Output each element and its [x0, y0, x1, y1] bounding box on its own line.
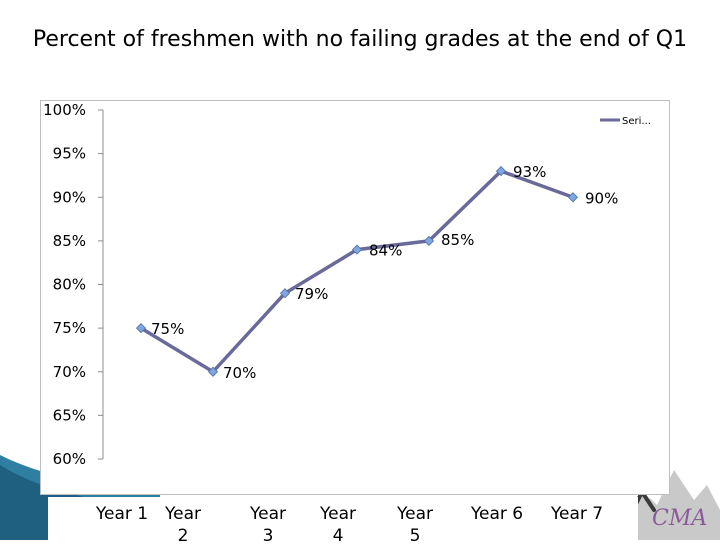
x-tick-label: Year 3: [250, 504, 286, 546]
data-label: 79%: [295, 285, 328, 303]
data-point: [567, 192, 579, 203]
y-tick-label: 100%: [43, 101, 86, 119]
data-label: 75%: [151, 320, 184, 338]
y-tick-label: 70%: [53, 363, 86, 381]
x-tick-label: Year 7: [550, 504, 604, 524]
data-label: 85%: [441, 231, 474, 249]
data-label: 90%: [585, 189, 618, 207]
data-point: [207, 366, 219, 377]
y-tick-label: 80%: [53, 276, 86, 294]
y-tick-label: 90%: [53, 188, 86, 206]
data-point: [135, 323, 147, 334]
data-point: [351, 244, 363, 255]
data-point: [279, 288, 291, 299]
y-tick-label: 60%: [53, 450, 86, 468]
y-tick-label: 75%: [53, 319, 86, 337]
svg-text:CMA: CMA: [652, 506, 707, 531]
data-point: [495, 166, 507, 177]
data-label: 84%: [369, 242, 402, 260]
y-tick-label: 95%: [53, 145, 86, 163]
data-label: 70%: [223, 364, 256, 382]
legend-label: Seri...: [622, 116, 651, 127]
data-point: [423, 235, 435, 246]
y-tick-label: 85%: [53, 232, 86, 250]
data-label: 93%: [513, 163, 546, 181]
chart-title: Percent of freshmen with no failing grad…: [32, 27, 688, 52]
x-tick-label: Year 5: [397, 504, 433, 546]
x-tick-label: Year 4: [320, 504, 356, 546]
x-tick-label: Year 1: [95, 504, 149, 524]
x-tick-label: Year 2: [165, 504, 201, 546]
x-tick-label: Year 6: [470, 504, 524, 524]
y-tick-label: 65%: [53, 406, 86, 424]
x-axis-band: [48, 497, 638, 540]
plot-area: [40, 100, 670, 495]
series-line: [140, 169, 574, 374]
